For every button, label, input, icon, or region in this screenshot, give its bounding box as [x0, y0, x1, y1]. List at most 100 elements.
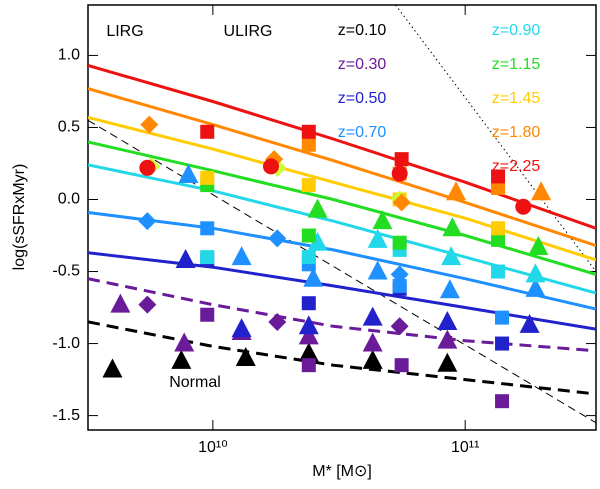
plot-frame — [87, 4, 597, 431]
marker-square — [392, 278, 407, 293]
x-tick-label: 10¹⁰ — [198, 439, 228, 456]
marker-square — [491, 221, 506, 236]
legend-label: z=0.70 — [338, 124, 387, 141]
y-tick-label: -0.5 — [52, 263, 80, 280]
marker-triangle — [437, 352, 458, 372]
marker-triangle — [178, 164, 199, 183]
marker-triangle — [231, 246, 252, 266]
marker-triangle — [307, 231, 328, 251]
marker-triangle — [174, 332, 195, 352]
marker-square — [491, 264, 506, 279]
marker-square — [301, 296, 316, 311]
marker-triangle — [362, 349, 383, 369]
series-line — [88, 64, 596, 230]
legend-label: z=0.10 — [338, 22, 387, 39]
marker-triangle — [307, 198, 328, 218]
marker-triangle — [231, 318, 252, 338]
marker-square — [495, 336, 510, 351]
series-line — [88, 211, 596, 311]
y-tick-label: -1.5 — [52, 407, 80, 424]
marker-square — [301, 250, 316, 265]
marker-square — [491, 169, 506, 184]
marker-circle — [139, 159, 156, 176]
marker-triangle — [235, 346, 256, 366]
series-line — [88, 87, 596, 248]
reference-line — [88, 119, 596, 424]
series-line — [88, 140, 596, 276]
marker-square — [301, 178, 316, 193]
marker-square — [301, 358, 316, 373]
legend-label: z=1.45 — [492, 90, 541, 107]
marker-triangle — [528, 236, 549, 256]
y-tick-label: 0.0 — [58, 191, 80, 208]
series-line — [88, 163, 596, 295]
marker-triangle — [298, 315, 319, 335]
marker-triangle — [298, 325, 319, 345]
marker-square — [200, 307, 215, 322]
marker-diamond — [390, 317, 409, 336]
legend-label: z=0.90 — [492, 22, 541, 39]
marker-triangle — [367, 260, 388, 280]
reference-line — [395, 5, 596, 272]
marker-diamond — [392, 193, 411, 212]
x-axis-label: M* [M⊙] — [312, 463, 372, 480]
legend-label: z=0.30 — [338, 56, 387, 73]
marker-triangle — [519, 313, 540, 333]
marker-triangle — [446, 181, 467, 201]
y-axis-label: log(sSFRxMyr) — [11, 164, 28, 271]
marker-triangle — [531, 181, 552, 201]
legend-label: z=1.15 — [492, 56, 541, 73]
marker-diamond — [390, 265, 409, 284]
marker-square — [301, 124, 316, 139]
marker-triangle — [372, 210, 393, 230]
marker-triangle — [437, 329, 458, 349]
marker-circle — [263, 158, 280, 175]
marker-triangle — [525, 263, 546, 283]
marker-triangle — [441, 246, 462, 266]
annotation: Normal — [169, 374, 221, 391]
marker-square — [495, 394, 510, 409]
y-tick-label: -1.0 — [52, 335, 80, 352]
marker-square — [491, 180, 506, 195]
marker-square — [491, 232, 506, 247]
annotation: ULIRG — [224, 23, 273, 40]
marker-triangle — [362, 306, 383, 326]
marker-square — [301, 137, 316, 152]
x-tick-label: 10¹¹ — [451, 439, 479, 456]
marker-triangle — [525, 277, 546, 297]
marker-square — [394, 358, 409, 373]
y-tick-label: 0.5 — [58, 119, 80, 136]
marker-square — [200, 124, 215, 139]
marker-circle — [391, 165, 408, 182]
marker-square — [495, 310, 510, 325]
marker-triangle — [442, 217, 463, 237]
marker-triangle — [102, 358, 123, 378]
marker-triangle — [175, 249, 196, 268]
series-line — [88, 277, 596, 353]
marker-square — [392, 235, 407, 250]
marker-triangle — [303, 267, 324, 287]
series-line — [88, 115, 596, 262]
marker-diamond — [140, 115, 159, 134]
marker-triangle — [171, 349, 192, 369]
marker-circle — [515, 198, 532, 215]
marker-diamond — [268, 229, 287, 248]
legend-label: z=0.50 — [338, 90, 387, 107]
marker-square — [200, 170, 215, 185]
marker-square — [200, 250, 215, 265]
marker-triangle — [298, 342, 319, 362]
marker-triangle — [362, 332, 383, 352]
marker-triangle — [367, 228, 388, 248]
marker-square — [394, 152, 409, 167]
marker-square — [301, 228, 316, 243]
legend-label: z=1.80 — [492, 124, 541, 141]
marker-triangle — [110, 293, 131, 313]
marker-diamond — [138, 295, 157, 314]
marker-triangle — [439, 279, 460, 299]
marker-square — [200, 221, 215, 236]
y-tick-label: 1.0 — [58, 47, 80, 64]
marker-triangle — [437, 310, 458, 330]
series-line — [88, 320, 596, 396]
marker-diamond — [268, 312, 287, 331]
